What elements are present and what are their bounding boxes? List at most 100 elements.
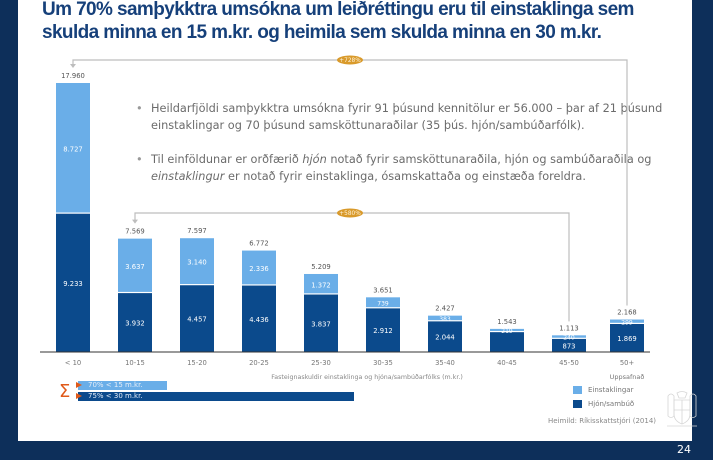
growth-badge-label: +580% [339, 211, 361, 217]
legend-item-hjon: Hjón/sambúð [573, 397, 634, 411]
x-tick-label: 25-30 [311, 359, 331, 367]
bullet-text: Til einföldunar er orðfærið hjón notað f… [151, 153, 651, 183]
bar-total-label: 2.427 [435, 305, 454, 313]
summary-label: 75% < 30 m.kr. [88, 392, 143, 400]
annotation-connector [72, 59, 628, 306]
bar-value-hjon: 9.233 [63, 280, 82, 288]
legend-swatch [573, 400, 582, 408]
sigma-icon: Σ [59, 381, 71, 402]
bar-value-einstaklingar: 2.336 [249, 265, 268, 273]
legend-swatch [573, 386, 582, 394]
bar-einstaklingar [428, 315, 462, 321]
page-number: 24 [677, 443, 691, 456]
slide: Um 70% samþykktra umsókna um leiðrétting… [18, 0, 697, 441]
bar-value-hjon: 873 [563, 342, 576, 350]
bar-value-hjon: 3.932 [125, 320, 144, 328]
bar-total-label: 1.543 [497, 318, 516, 326]
x-tick-label: 30-35 [373, 359, 393, 367]
bar-total-label: 6.772 [249, 240, 268, 248]
bar-value-hjon: 3.837 [311, 320, 330, 328]
summary-bar-30: 75% < 30 m.kr. [76, 392, 354, 401]
bar-value-einstaklingar: 299 [621, 319, 633, 326]
bullet-list: • Heildarfjöldi samþykktra umsókna fyrir… [136, 100, 676, 202]
bar-value-einstaklingar: 219 [501, 328, 513, 335]
legend-item-einstaklingar: Einstaklingar [573, 383, 634, 397]
bar-hjon-sambud [304, 294, 338, 352]
bar-einstaklingar [242, 250, 276, 285]
x-tick-label: 40-45 [497, 359, 517, 367]
x-tick-label: 35-40 [435, 359, 455, 367]
bar-einstaklingar [180, 238, 214, 285]
bar-value-hjon: 1.869 [617, 335, 636, 343]
bar-total-label: 1.113 [559, 324, 578, 332]
bar-value-hjon: 2.912 [373, 327, 392, 335]
bar-einstaklingar [56, 83, 90, 213]
growth-badge [337, 208, 363, 218]
bar-value-hjon: 2.044 [435, 334, 454, 342]
bar-total-label: 7.597 [187, 227, 206, 235]
x-tick-labels: < 10 10-15 15-20 20-25 25-30 30-35 35-40 40-45 4… [65, 359, 645, 381]
bar-labels: 9.233 8.727 17.960 3.932 3.637 7.569 4.457 3.14… [61, 72, 637, 350]
bullet-text-part: Heildarfjöldi samþykktra umsókna fyrir 9… [151, 102, 663, 132]
x-tick-label: 45-50 [559, 359, 579, 367]
x-tick-label: < 10 [65, 359, 82, 367]
bar-einstaklingar [552, 335, 586, 338]
arrow-down-icon [70, 64, 76, 68]
bullet-text-part: notað fyrir samsköttunaraðila, hjón og s… [326, 153, 652, 166]
bar-value-einstaklingar: 3.637 [125, 263, 144, 271]
bar-total-label: 7.569 [125, 228, 144, 236]
annotation-connectors: +728% +580% [70, 55, 628, 322]
bar-total-label: 17.960 [61, 72, 85, 80]
bar-hjon-sambud [366, 308, 400, 352]
bar-total-label: 2.168 [617, 309, 636, 317]
bar-hjon-sambud [490, 332, 524, 352]
bullet-text-part: er notað fyrir einstaklinga, ósamskattað… [224, 170, 586, 183]
arrow-right-icon [76, 393, 82, 399]
coat-of-arms-icon [667, 391, 697, 427]
x-tick-label: 10-15 [125, 359, 145, 367]
bar-value-einstaklingar: 1.372 [311, 281, 330, 289]
bar-value-hjon: 4.457 [187, 316, 206, 324]
bar-value-hjon: 4.436 [249, 316, 268, 324]
bar-value-einstaklingar: 240 [563, 335, 575, 342]
arrow-right-icon [76, 382, 82, 388]
chart-legend: Einstaklingar Hjón/sambúð [573, 383, 634, 411]
bar-hjon-sambud [118, 293, 152, 352]
bar-value-einstaklingar: 383 [439, 316, 451, 323]
bullet-text-part: Til einföldunar er orðfærið [151, 153, 303, 166]
x-tick-label: 50+ [620, 359, 634, 367]
bar-einstaklingar [490, 328, 524, 331]
bar-value-einstaklingar: 3.140 [187, 259, 206, 267]
bar-hjon-sambud [610, 324, 644, 352]
slide-title: Um 70% samþykktra umsókna um leiðrétting… [42, 0, 634, 43]
bullet-item: • Heildarfjöldi samþykktra umsókna fyrir… [136, 100, 676, 134]
legend-label: Einstaklingar [588, 386, 634, 394]
x-tick-label: 15-20 [187, 359, 207, 367]
bullet-emphasis: einstaklingur [151, 170, 225, 183]
bar-einstaklingar [304, 273, 338, 294]
summary-label: 70% < 15 m.kr. [88, 381, 143, 389]
bar-hjon-sambud [180, 285, 214, 352]
bar-hjon-sambud [552, 338, 586, 352]
x-axis-label: Fasteignaskuldir einstaklinga og hjóna/s… [271, 373, 463, 381]
bar-einstaklingar [610, 319, 644, 323]
bullet-item: • Til einföldunar er orðfærið hjón notað… [136, 151, 676, 185]
bar-einstaklingar [118, 238, 152, 292]
bar-total-label: 5.209 [311, 263, 330, 271]
bar-value-einstaklingar: 739 [377, 300, 389, 307]
summary-bar-15: 70% < 15 m.kr. [76, 381, 167, 390]
bullet-emphasis: hjón [302, 153, 327, 166]
bar-hjon-sambud [242, 285, 276, 352]
arrow-down-icon [132, 219, 138, 224]
x-tick-label: 20-25 [249, 359, 269, 367]
bar-hjon-sambud [428, 321, 462, 352]
bar-einstaklingar [366, 297, 400, 308]
bar-total-label: 3.651 [373, 286, 392, 294]
source-note: Heimild: Ríkisskattstjóri (2014) [548, 417, 657, 425]
bullet-icon: • [136, 153, 143, 166]
bullet-icon: • [136, 102, 143, 115]
bar-hjon-sambud [56, 213, 90, 352]
bullet-text: Heildarfjöldi samþykktra umsókna fyrir 9… [151, 102, 662, 132]
bar-value-einstaklingar: 8.727 [63, 145, 82, 153]
